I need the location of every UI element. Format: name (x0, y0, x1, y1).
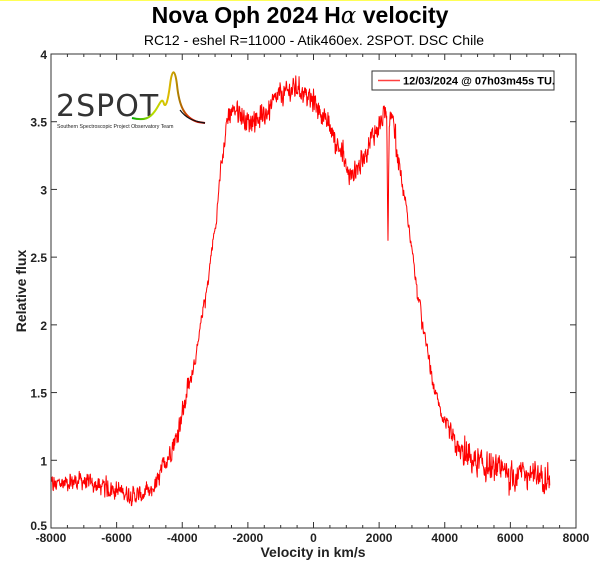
chart-title-text: Nova Oph 2024 H (151, 2, 341, 28)
y-tick-label: 4 (40, 48, 47, 62)
y-tick-label: 3 (40, 183, 47, 197)
y-tick-label: 1.5 (30, 387, 47, 401)
spectrum-line (50, 75, 551, 507)
x-tick-label: -6000 (101, 531, 132, 545)
x-tick-label: -8000 (36, 531, 67, 545)
x-tick-label: 2000 (366, 531, 393, 545)
x-tick-label: -4000 (167, 531, 198, 545)
y-tick-label: 2.5 (30, 251, 47, 265)
y-tick-label: 3.5 (30, 116, 47, 130)
logo-tagline: Southern Spectroscopic Project Observato… (57, 124, 173, 130)
y-tick-label: 0.5 (30, 519, 47, 533)
x-tick-label: 4000 (431, 531, 458, 545)
logo-curve-shadow (179, 109, 206, 124)
x-tick-label: 6000 (497, 531, 524, 545)
x-axis: -8000 -6000 -4000 -2000 0 2000 4000 6000 8000 (36, 54, 590, 545)
logo-spectrum-curve (131, 71, 206, 124)
legend-label: 12/03/2024 @ 07h03m45s TU. (403, 76, 555, 88)
y-tick-label: 2 (40, 319, 47, 333)
y-axis: 0.5 1 1.5 2 2.5 3 3.5 4 (30, 48, 576, 533)
x-axis-label: Velocity in km/s (260, 544, 365, 560)
x-tick-label: 8000 (563, 531, 590, 545)
chart-title: Nova Oph 2024 Hα velocity (0, 1, 600, 30)
chart-title-suffix: velocity (356, 2, 449, 28)
legend-box (371, 70, 555, 91)
logo: 2SPOT Southern Spectroscopic Project Obs… (56, 71, 206, 130)
chart-subtitle: RC12 - eshel R=11000 - Atik460ex. 2SPOT.… (143, 32, 485, 48)
x-tick-label: -2000 (233, 531, 264, 545)
chart-title-greek: α (340, 3, 357, 29)
top-border-line (0, 0, 600, 1)
y-tick-label: 1 (40, 454, 47, 468)
y-axis-label: Relative flux (13, 250, 29, 333)
x-tick-label: 0 (310, 531, 317, 545)
legend: 12/03/2024 @ 07h03m45s TU. (371, 70, 555, 91)
spectrum-series (50, 75, 551, 507)
